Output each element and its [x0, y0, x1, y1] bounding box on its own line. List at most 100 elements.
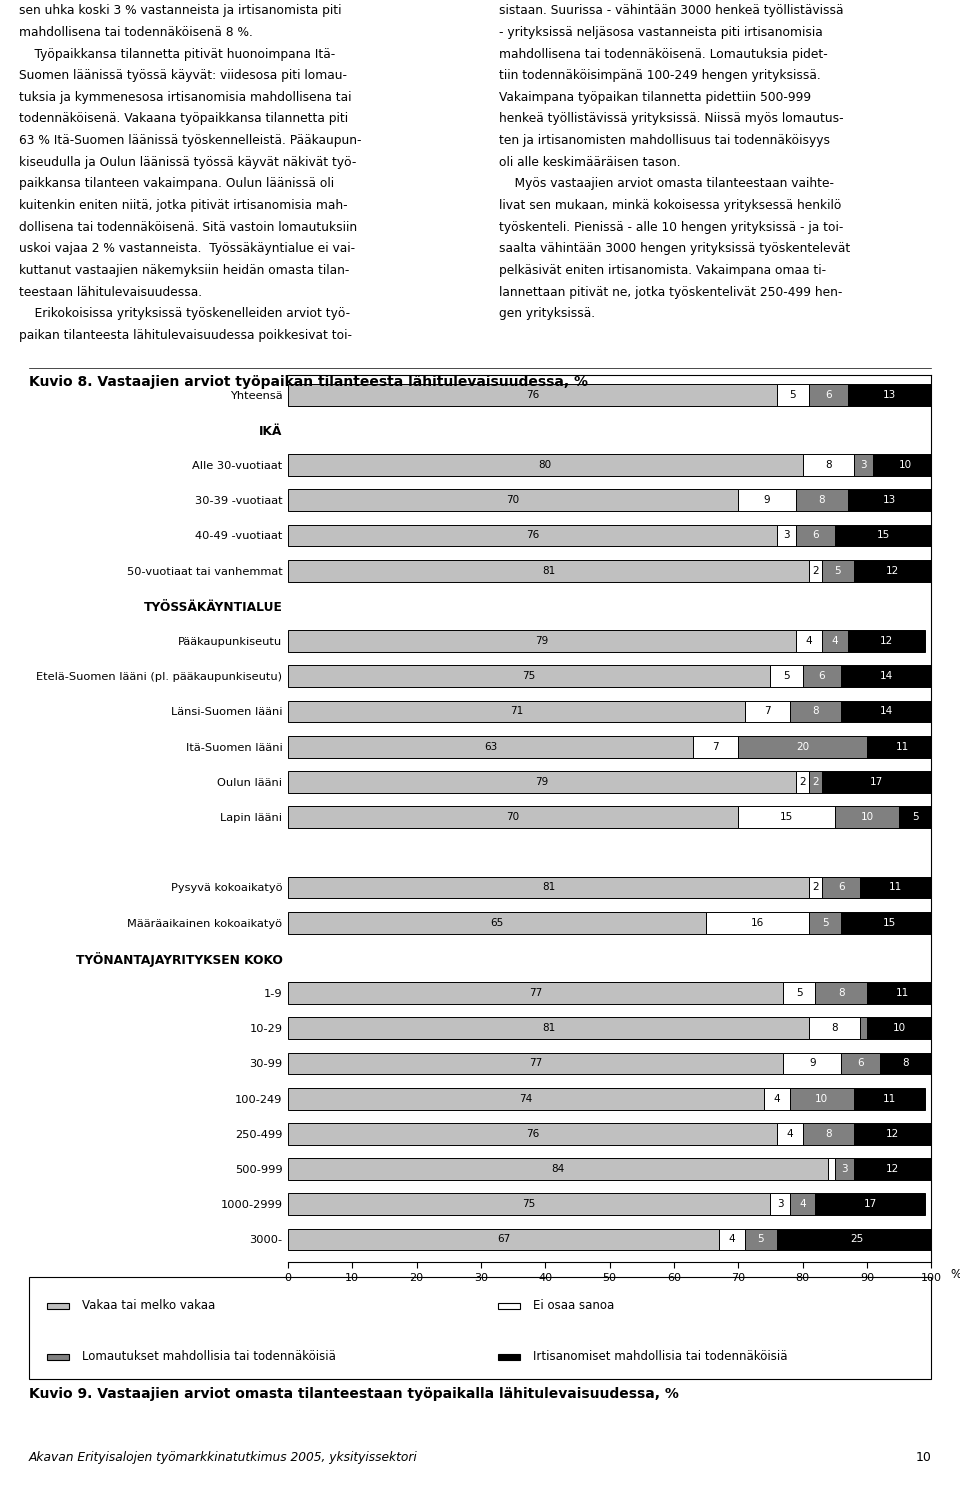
Bar	[867, 982, 938, 1004]
Bar	[47, 1303, 68, 1309]
Text: 74: 74	[519, 1094, 533, 1103]
Text: 11: 11	[896, 741, 909, 752]
Text: %: %	[950, 1268, 960, 1282]
Text: 76: 76	[526, 1129, 540, 1139]
Text: 11: 11	[883, 1094, 896, 1103]
Text: 5: 5	[822, 917, 828, 928]
Bar	[854, 1123, 931, 1145]
Text: 3: 3	[860, 459, 867, 470]
Bar	[809, 772, 822, 793]
Bar	[841, 911, 938, 934]
Text: 5: 5	[789, 390, 796, 399]
Text: 8: 8	[831, 1024, 838, 1033]
Text: 81: 81	[541, 883, 555, 893]
Bar	[879, 1052, 931, 1075]
Bar	[860, 1018, 867, 1039]
Text: 8: 8	[812, 707, 819, 716]
Text: tiin todennäköisimpänä 100-249 hengen yrityksissä.: tiin todennäköisimpänä 100-249 hengen yr…	[499, 69, 821, 83]
Text: Vakaimpana työpaikan tilannetta pidettiin 500-999: Vakaimpana työpaikan tilannetta pidettii…	[499, 92, 811, 104]
Bar	[288, 806, 738, 829]
Text: ten ja irtisanomisten mahdollisuus tai todennäköisyys: ten ja irtisanomisten mahdollisuus tai t…	[499, 134, 830, 147]
Bar	[848, 630, 924, 651]
Text: 6: 6	[812, 530, 819, 540]
Text: 4: 4	[805, 636, 812, 645]
Bar	[848, 384, 931, 405]
Text: 10: 10	[915, 1451, 931, 1465]
Text: 4: 4	[786, 1129, 793, 1139]
Bar	[854, 455, 874, 476]
Text: sen uhka koski 3 % vastanneista ja irtisanomista piti: sen uhka koski 3 % vastanneista ja irtis…	[19, 5, 342, 18]
Bar	[899, 806, 931, 829]
Bar	[288, 1123, 777, 1145]
Text: 5: 5	[783, 671, 790, 681]
Text: Kuvio 9. Vastaajien arviot omasta tilanteestaan työpaikalla lähitulevaisuudessa,: Kuvio 9. Vastaajien arviot omasta tilant…	[29, 1387, 679, 1400]
Text: 77: 77	[529, 1058, 542, 1069]
Bar	[783, 1052, 841, 1075]
Bar	[288, 455, 803, 476]
Text: paikkansa tilanteen vakaimpana. Oulun läänissä oli: paikkansa tilanteen vakaimpana. Oulun lä…	[19, 177, 334, 191]
Bar	[288, 1228, 719, 1250]
Text: 81: 81	[541, 1024, 555, 1033]
Bar	[738, 735, 867, 758]
Text: kuttanut vastaajien näkemyksiin heidän omasta tilan-: kuttanut vastaajien näkemyksiin heidän o…	[19, 264, 349, 276]
Text: 71: 71	[510, 707, 523, 716]
Text: 67: 67	[497, 1234, 510, 1244]
Bar	[854, 1088, 924, 1109]
Text: Työpaikkansa tilannetta pitivät huonoimpana Itä-: Työpaikkansa tilannetta pitivät huonoimp…	[19, 48, 335, 60]
Bar	[796, 772, 809, 793]
Text: 9: 9	[764, 495, 771, 506]
Text: 10: 10	[899, 459, 912, 470]
Bar	[841, 701, 931, 722]
Text: saalta vähintään 3000 hengen yrityksissä työskentelevät: saalta vähintään 3000 hengen yrityksissä…	[499, 242, 851, 255]
Bar	[790, 1088, 854, 1109]
Text: 2: 2	[800, 778, 805, 787]
Bar	[288, 735, 693, 758]
Text: 5: 5	[757, 1234, 764, 1244]
Bar	[288, 1159, 828, 1180]
Bar	[874, 455, 938, 476]
Text: henkeä työllistävissä yrityksissä. Niissä myös lomautus-: henkeä työllistävissä yrityksissä. Niiss…	[499, 113, 844, 126]
Text: 5: 5	[796, 988, 803, 998]
Bar	[809, 560, 822, 581]
Bar	[498, 1303, 519, 1309]
Text: 8: 8	[902, 1058, 909, 1069]
Bar	[288, 772, 796, 793]
Bar	[828, 1159, 835, 1180]
Text: uskoi vajaa 2 % vastanneista.  Työssäkäyntialue ei vai-: uskoi vajaa 2 % vastanneista. Työssäkäyn…	[19, 242, 355, 255]
Text: tuksia ja kymmenesosa irtisanomisia mahdollisena tai: tuksia ja kymmenesosa irtisanomisia mahd…	[19, 92, 351, 104]
Text: - yrityksissä neljäsosa vastanneista piti irtisanomisia: - yrityksissä neljäsosa vastanneista pit…	[499, 26, 823, 39]
Text: 76: 76	[526, 530, 540, 540]
Text: 7: 7	[764, 707, 771, 716]
Text: 15: 15	[780, 812, 793, 823]
Text: 79: 79	[536, 636, 549, 645]
Bar	[809, 911, 841, 934]
Text: 17: 17	[863, 1199, 876, 1210]
Text: 3: 3	[783, 530, 790, 540]
Bar	[841, 1052, 879, 1075]
Bar	[777, 1123, 803, 1145]
Bar	[777, 1228, 938, 1250]
Bar	[764, 1088, 790, 1109]
Bar	[288, 877, 809, 899]
Text: 12: 12	[879, 636, 893, 645]
Bar	[288, 911, 706, 934]
Text: 70: 70	[507, 495, 519, 506]
Text: mahdollisena tai todennäköisenä 8 %.: mahdollisena tai todennäköisenä 8 %.	[19, 26, 253, 39]
Bar	[796, 524, 834, 546]
Text: 6: 6	[819, 671, 826, 681]
Text: gen yrityksissä.: gen yrityksissä.	[499, 308, 595, 320]
Text: 80: 80	[539, 459, 552, 470]
Bar	[809, 1018, 860, 1039]
Bar	[848, 489, 931, 512]
Bar	[693, 735, 738, 758]
Text: 63: 63	[484, 741, 497, 752]
Bar	[288, 560, 809, 581]
Text: 63 % Itä-Suomen läänissä työskennelleistä. Pääkaupun-: 63 % Itä-Suomen läänissä työskennelleist…	[19, 134, 362, 147]
Text: 77: 77	[529, 988, 542, 998]
Text: 5: 5	[912, 812, 919, 823]
Text: Vakaa tai melko vakaa: Vakaa tai melko vakaa	[82, 1300, 215, 1312]
Bar	[770, 665, 803, 687]
Text: 5: 5	[834, 566, 841, 575]
Bar	[790, 701, 841, 722]
Text: Erikokoisissa yrityksissä työskenelleiden arviot työ-: Erikokoisissa yrityksissä työskenelleide…	[19, 308, 350, 320]
